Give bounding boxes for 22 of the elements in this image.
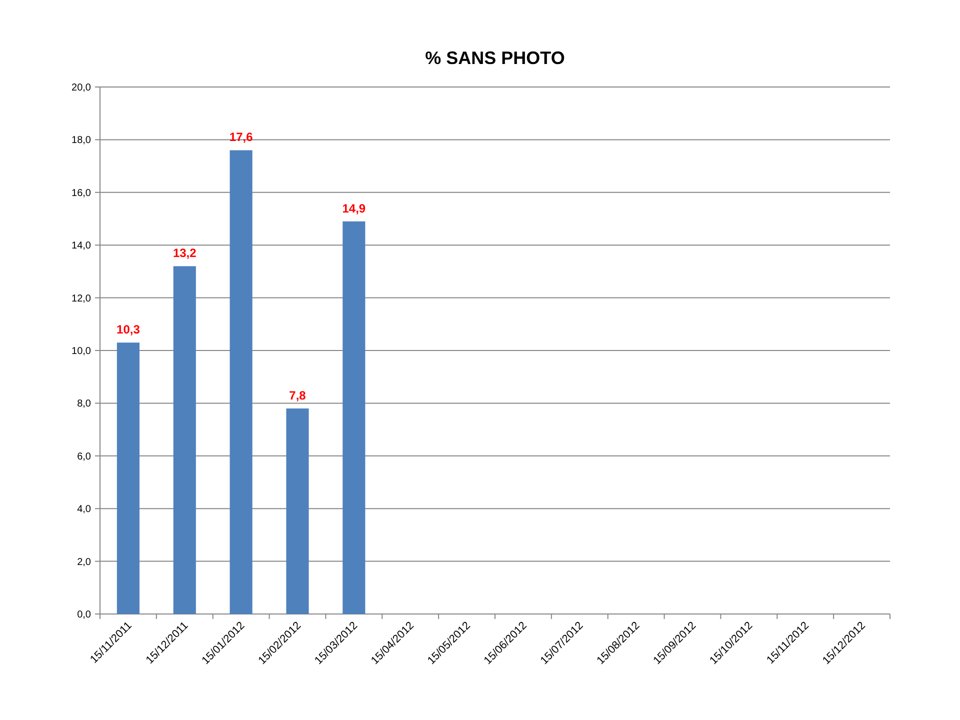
bar — [342, 221, 366, 614]
bar — [116, 342, 140, 614]
y-tick-label: 12,0 — [72, 293, 92, 304]
data-label: 14,9 — [342, 201, 366, 216]
y-tick-label: 16,0 — [72, 188, 92, 199]
bar — [173, 266, 196, 614]
chart-title: % SANS PHOTO — [425, 48, 565, 68]
data-label: 10,3 — [116, 322, 140, 337]
y-tick-label: 18,0 — [72, 135, 92, 146]
bar — [230, 150, 252, 614]
y-tick-label: 6,0 — [77, 451, 92, 462]
y-tick-label: 8,0 — [77, 398, 92, 410]
data-label: 13,2 — [172, 246, 197, 260]
data-label: 7,8 — [289, 388, 306, 402]
y-tick-label: 10,0 — [72, 346, 92, 357]
y-tick-label: 2,0 — [77, 556, 92, 568]
y-tick-label: 4,0 — [77, 504, 92, 516]
y-tick-label: 20,0 — [72, 82, 92, 94]
y-tick-label: 0,0 — [77, 610, 92, 620]
bar — [286, 408, 309, 614]
y-tick-label: 14,0 — [72, 240, 92, 252]
data-label: 17,6 — [229, 130, 254, 144]
